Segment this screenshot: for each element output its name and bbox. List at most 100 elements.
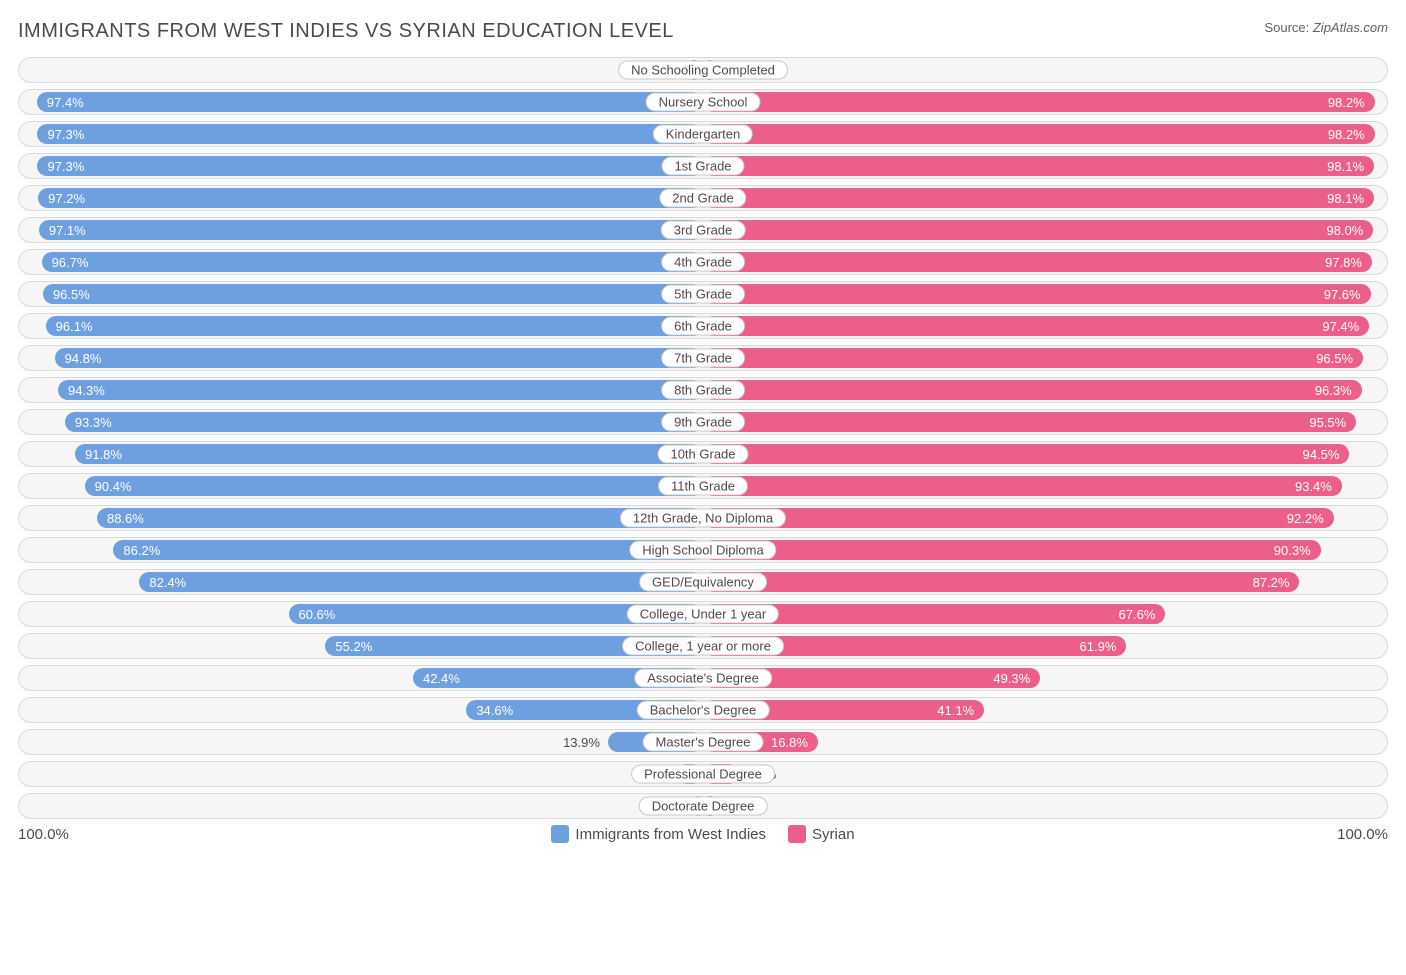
row-track: 86.2%90.3%High School Diploma (18, 537, 1388, 563)
row-half-right: 98.1% (703, 154, 1387, 178)
value-label-left: 94.3% (58, 378, 105, 402)
bar-left (113, 540, 703, 560)
row-half-right: 96.3% (703, 378, 1387, 402)
row-half-left: 55.2% (19, 634, 703, 658)
value-label-left: 97.4% (37, 90, 84, 114)
bar-right (703, 92, 1375, 112)
value-label-right: 90.3% (1274, 538, 1321, 562)
axis-max-right: 100.0% (1337, 826, 1388, 843)
chart-row: 97.3% 98.1%1st Grade (18, 153, 1388, 179)
row-half-right: 96.5% (703, 346, 1387, 370)
category-pill: College, Under 1 year (627, 605, 779, 624)
category-pill: Bachelor's Degree (637, 701, 770, 720)
row-half-right: 90.3% (703, 538, 1387, 562)
category-pill: Associate's Degree (634, 669, 772, 688)
legend-swatch-left (551, 825, 569, 843)
bar-left (58, 380, 703, 400)
row-half-right: 16.8% (703, 730, 1387, 754)
category-pill: 9th Grade (661, 413, 745, 432)
value-label-right: 98.2% (1328, 90, 1375, 114)
value-label-right: 61.9% (1080, 634, 1127, 658)
value-label-left: 91.8% (75, 442, 122, 466)
source-attribution: Source: ZipAtlas.com (1264, 20, 1388, 35)
row-track: 4.0%5.2%Professional Degree (18, 761, 1388, 787)
row-half-right: 97.6% (703, 282, 1387, 306)
row-half-left: 91.8% (19, 442, 703, 466)
category-pill: 12th Grade, No Diploma (620, 509, 786, 528)
category-pill: GED/Equivalency (639, 573, 767, 592)
row-track: 96.7%97.8%4th Grade (18, 249, 1388, 275)
category-pill: 1st Grade (661, 157, 744, 176)
value-label-right: 41.1% (937, 698, 984, 722)
bar-right (703, 572, 1299, 592)
bar-right (703, 156, 1374, 176)
row-track: 88.6%92.2%12th Grade, No Diploma (18, 505, 1388, 531)
chart-row: 88.6%92.2%12th Grade, No Diploma (18, 505, 1388, 531)
row-half-right: 92.2% (703, 506, 1387, 530)
row-half-left: 82.4% (19, 570, 703, 594)
category-pill: Master's Degree (643, 733, 764, 752)
row-half-right: 98.2% (703, 90, 1387, 114)
value-label-left: 90.4% (85, 474, 132, 498)
row-track: 42.4% 49.3% Associate's Degree (18, 665, 1388, 691)
value-label-left: 97.3% (37, 122, 84, 146)
row-half-right: 98.1% (703, 186, 1387, 210)
row-half-left: 94.3% (19, 378, 703, 402)
legend-label-right: Syrian (812, 826, 855, 843)
chart-row: 86.2%90.3%High School Diploma (18, 537, 1388, 563)
row-half-left: 4.0% (19, 762, 703, 786)
chart-row: 60.6% 67.6%College, Under 1 year (18, 601, 1388, 627)
category-pill: 5th Grade (661, 285, 745, 304)
row-track: 90.4%93.4%11th Grade (18, 473, 1388, 499)
value-label-right: 92.2% (1287, 506, 1334, 530)
row-half-left: 97.3% (19, 122, 703, 146)
bar-left (38, 188, 703, 208)
row-track: 97.3% 98.1%1st Grade (18, 153, 1388, 179)
row-half-left: 42.4% (19, 666, 703, 690)
row-half-left: 93.3% (19, 410, 703, 434)
value-label-left: 55.2% (325, 634, 372, 658)
bar-right (703, 444, 1349, 464)
chart-row: 1.5%2.1%Doctorate Degree (18, 793, 1388, 819)
bar-right (703, 476, 1342, 496)
bar-left (85, 476, 703, 496)
row-half-right: 95.5% (703, 410, 1387, 434)
legend-item-right: Syrian (788, 825, 855, 843)
category-pill: 8th Grade (661, 381, 745, 400)
value-label-left: 34.6% (466, 698, 513, 722)
value-label-left: 97.3% (37, 154, 84, 178)
value-label-right: 97.6% (1324, 282, 1371, 306)
bar-right (703, 252, 1372, 272)
value-label-right: 49.3% (993, 666, 1040, 690)
chart-row: 13.9%16.8%Master's Degree (18, 729, 1388, 755)
row-half-right: 49.3% (703, 666, 1387, 690)
value-label-left: 93.3% (65, 410, 112, 434)
chart-row: 93.3% 95.5%9th Grade (18, 409, 1388, 435)
row-half-right: 98.0% (703, 218, 1387, 242)
row-track: 13.9%16.8%Master's Degree (18, 729, 1388, 755)
category-pill: No Schooling Completed (618, 61, 788, 80)
chart-row: 94.3% 96.3%8th Grade (18, 377, 1388, 403)
value-label-right: 98.2% (1328, 122, 1375, 146)
chart-row: 91.8%94.5%10th Grade (18, 441, 1388, 467)
chart-rows: 2.7%1.9%No Schooling Completed 97.4% 98.2%… (18, 57, 1388, 819)
row-track: 2.7%1.9%No Schooling Completed (18, 57, 1388, 83)
row-track: 97.3%98.2%Kindergarten (18, 121, 1388, 147)
header: IMMIGRANTS FROM WEST INDIES VS SYRIAN ED… (18, 20, 1388, 43)
row-half-left: 34.6% (19, 698, 703, 722)
source-name: ZipAtlas.com (1313, 20, 1388, 35)
row-half-left: 60.6% (19, 602, 703, 626)
row-half-left: 2.7% (19, 58, 703, 82)
bar-right (703, 220, 1373, 240)
category-pill: College, 1 year or more (622, 637, 784, 656)
value-label-left: 60.6% (288, 602, 335, 626)
row-half-right: 67.6% (703, 602, 1387, 626)
category-pill: 2nd Grade (659, 189, 746, 208)
axis-max-left: 100.0% (18, 826, 69, 843)
bar-left (39, 220, 703, 240)
value-label-right: 16.8% (771, 730, 818, 754)
category-pill: 11th Grade (658, 477, 748, 496)
bar-left (37, 124, 703, 144)
row-half-right: 61.9% (703, 634, 1387, 658)
bar-left (55, 348, 703, 368)
